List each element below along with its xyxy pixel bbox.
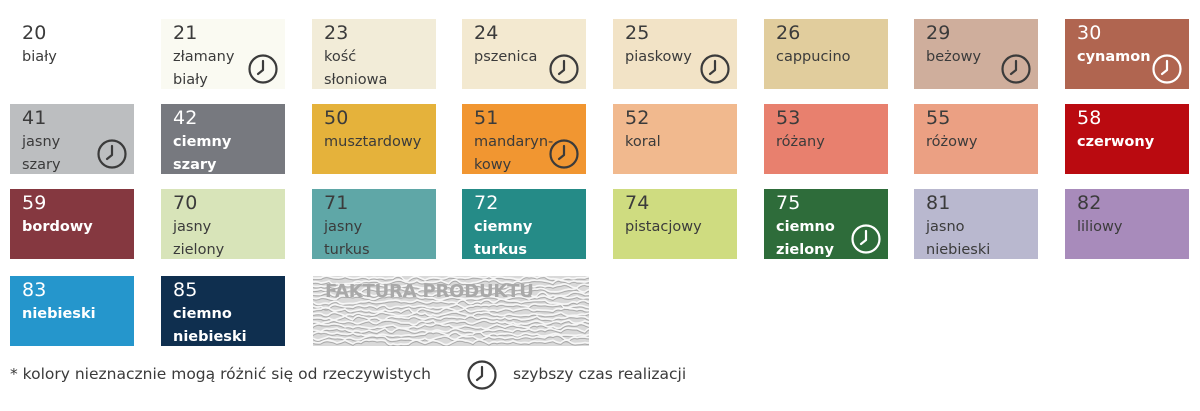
clock-icon — [698, 52, 732, 89]
color-number: 71 — [324, 192, 349, 214]
color-number: 55 — [926, 107, 951, 129]
texture-label: FAKTURA PRODUKTU — [325, 281, 534, 302]
color-name: jasny turkus — [324, 219, 370, 258]
color-swatch-25: 25 piaskowy — [613, 19, 737, 89]
color-number: 72 — [474, 192, 499, 214]
color-name: jasno niebieski — [926, 219, 991, 258]
color-disclaimer-note: * kolory nieznacznie mogą różnić się od … — [10, 365, 431, 383]
color-name: beżowy — [926, 49, 982, 65]
color-swatch-51: 51 mandaryn- kowy — [462, 104, 586, 174]
color-number: 75 — [776, 192, 801, 214]
color-swatch-72: 72 ciemny turkus — [462, 189, 586, 259]
color-name: cynamon — [1077, 49, 1151, 65]
color-swatch-83: 83 niebieski — [10, 276, 134, 346]
color-number: 23 — [324, 22, 349, 44]
color-swatch-59: 59 bordowy — [10, 189, 134, 259]
color-name: liliowy — [1077, 219, 1123, 235]
color-number: 74 — [625, 192, 650, 214]
color-swatch-50: 50 musztardowy — [312, 104, 436, 174]
color-name: ciemny turkus — [474, 219, 533, 258]
color-swatch-71: 71 jasny turkus — [312, 189, 436, 259]
color-name: jasny szary — [22, 134, 61, 173]
color-swatch-81: 81 jasno niebieski — [914, 189, 1038, 259]
color-swatch-70: 70 jasny zielony — [161, 189, 285, 259]
color-swatch-23: 23 kość słoniowa — [312, 19, 436, 89]
color-name: mandaryn- kowy — [474, 134, 554, 173]
clock-icon — [999, 52, 1033, 89]
color-swatch-53: 53 różany — [764, 104, 888, 174]
color-number: 70 — [173, 192, 198, 214]
clock-icon — [547, 52, 581, 89]
color-name: musztardowy — [324, 134, 422, 150]
color-name: ciemny szary — [173, 134, 232, 173]
color-number: 58 — [1077, 107, 1102, 129]
color-palette-grid: 20 biały 21 złamany biały 23 kość słoniowa 24 p… — [10, 19, 1189, 346]
color-number: 52 — [625, 107, 650, 129]
color-name: różany — [776, 134, 825, 150]
color-swatch-85: 85 ciemno niebieski — [161, 276, 285, 346]
color-number: 29 — [926, 22, 951, 44]
product-texture-sample: FAKTURA PRODUKTU — [313, 276, 589, 346]
color-name: złamany biały — [173, 49, 235, 88]
clock-icon — [547, 137, 581, 174]
fast-delivery-legend: szybszy czas realizacji — [513, 365, 687, 383]
color-number: 82 — [1077, 192, 1102, 214]
color-number: 25 — [625, 22, 650, 44]
color-number: 21 — [173, 22, 198, 44]
color-swatch-52: 52 koral — [613, 104, 737, 174]
color-swatch-20: 20 biały — [10, 19, 134, 89]
color-name: pszenica — [474, 49, 538, 65]
color-swatch-82: 82 liliowy — [1065, 189, 1189, 259]
color-swatch-58: 58 czerwony — [1065, 104, 1189, 174]
clock-icon — [95, 137, 129, 174]
color-swatch-29: 29 beżowy — [914, 19, 1038, 89]
texture-pattern — [313, 276, 589, 346]
color-swatch-42: 42 ciemny szary — [161, 104, 285, 174]
color-number: 20 — [22, 22, 47, 44]
color-number: 41 — [22, 107, 47, 129]
color-name: pistacjowy — [625, 219, 702, 235]
color-number: 51 — [474, 107, 499, 129]
color-name: ciemno niebieski — [173, 306, 247, 345]
footer: * kolory nieznacznie mogą różnić się od … — [0, 358, 1200, 394]
color-swatch-26: 26 cappucino — [764, 19, 888, 89]
color-number: 59 — [22, 192, 47, 214]
color-name: kość słoniowa — [324, 49, 388, 88]
color-name: piaskowy — [625, 49, 692, 65]
color-number: 30 — [1077, 22, 1102, 44]
clock-icon — [465, 358, 499, 396]
color-number: 26 — [776, 22, 801, 44]
color-number: 81 — [926, 192, 951, 214]
color-swatch-75: 75 ciemno zielony — [764, 189, 888, 259]
color-number: 24 — [474, 22, 499, 44]
color-swatch-30: 30 cynamon — [1065, 19, 1189, 89]
color-swatch-21: 21 złamany biały — [161, 19, 285, 89]
color-name: czerwony — [1077, 134, 1155, 150]
color-swatch-55: 55 różowy — [914, 104, 1038, 174]
color-number: 53 — [776, 107, 801, 129]
color-swatch-41: 41 jasny szary — [10, 104, 134, 174]
color-name: biały — [22, 49, 57, 65]
color-number: 50 — [324, 107, 349, 129]
color-swatch-74: 74 pistacjowy — [613, 189, 737, 259]
color-number: 83 — [22, 279, 47, 301]
color-name: jasny zielony — [173, 219, 225, 258]
color-name: niebieski — [22, 306, 96, 322]
color-number: 85 — [173, 279, 198, 301]
color-name: cappucino — [776, 49, 851, 65]
color-number: 42 — [173, 107, 198, 129]
clock-icon — [1150, 52, 1184, 89]
color-name: ciemno zielony — [776, 219, 835, 258]
color-name: różowy — [926, 134, 978, 150]
clock-icon — [849, 222, 883, 259]
clock-icon — [246, 52, 280, 89]
color-name: koral — [625, 134, 661, 150]
color-name: bordowy — [22, 219, 93, 235]
color-swatch-24: 24 pszenica — [462, 19, 586, 89]
